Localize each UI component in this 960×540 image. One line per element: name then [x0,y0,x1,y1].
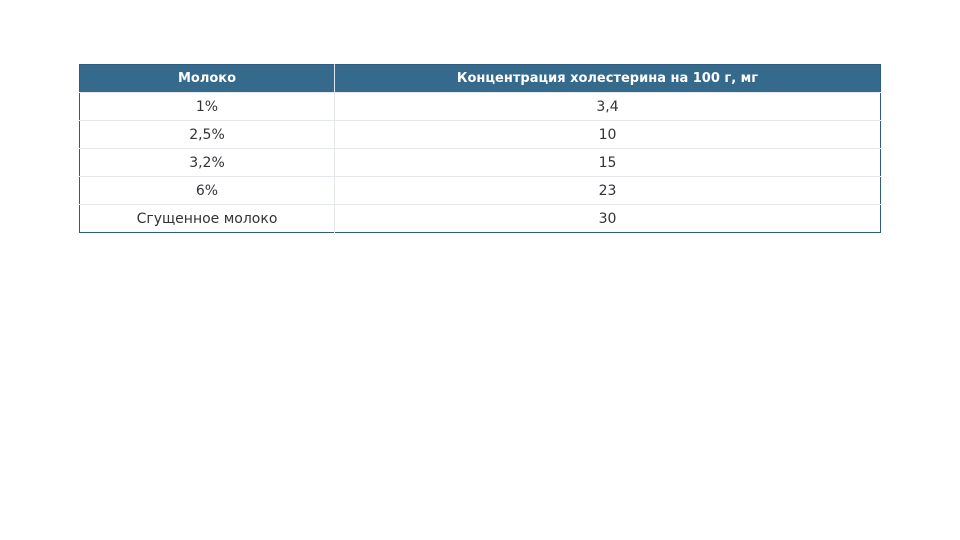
table-row: 3,2% 15 [79,148,881,177]
cell-cholesterol-value: 30 [334,204,881,233]
cholesterol-table: Молоко Концентрация холестерина на 100 г… [79,64,881,233]
cell-cholesterol-value: 15 [334,148,881,177]
cell-cholesterol-value: 23 [334,176,881,205]
table-row: 1% 3,4 [79,92,881,121]
table-row: Сгущенное молоко 30 [79,204,881,233]
table-row: 2,5% 10 [79,120,881,149]
cell-milk-type: 1% [79,92,335,121]
cell-milk-type: 6% [79,176,335,205]
header-milk: Молоко [79,64,335,93]
cell-milk-type: 3,2% [79,148,335,177]
cell-cholesterol-value: 3,4 [334,92,881,121]
cell-milk-type: 2,5% [79,120,335,149]
table-header: Молоко Концентрация холестерина на 100 г… [79,64,881,93]
table-row: 6% 23 [79,176,881,205]
header-cholesterol-concentration: Концентрация холестерина на 100 г, мг [334,64,881,93]
cell-cholesterol-value: 10 [334,120,881,149]
header-row: Молоко Концентрация холестерина на 100 г… [79,64,881,93]
table-body: 1% 3,4 2,5% 10 3,2% 15 6% 23 Сгущенное м… [79,92,881,233]
cell-milk-type: Сгущенное молоко [79,204,335,233]
